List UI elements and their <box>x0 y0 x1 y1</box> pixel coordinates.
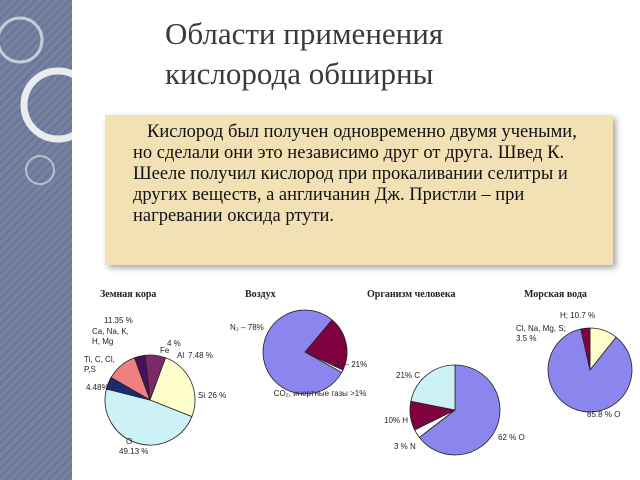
value-label: 7.48 % <box>188 351 213 360</box>
slice-label: Cl, Na, Mg, S; 3.5 % <box>516 324 566 343</box>
chart-title: Воздух <box>245 289 276 300</box>
slice-label: N₂ – 78% <box>230 323 264 332</box>
value-label: 26 % <box>208 391 227 400</box>
pie-slice <box>547 328 633 413</box>
slice-label: O₂ – 21% <box>333 360 368 369</box>
decor-circles <box>0 16 96 185</box>
pie-slice <box>105 376 151 401</box>
slice-label: CO₂, инертные газы >1% <box>273 389 367 398</box>
chart-title: Земная кора <box>100 289 157 300</box>
slice-label: Al <box>177 351 185 360</box>
slice-label: Ti, C, Cl, P,S <box>84 355 115 374</box>
value-label: 11.35 % <box>104 316 133 325</box>
chart-title: Морская вода <box>524 289 587 300</box>
chart-title: Организм человека <box>367 289 456 300</box>
slice-label: 85.8 % O <box>587 410 621 419</box>
pie-slice <box>149 357 196 418</box>
value-label: 4.48% <box>86 383 109 392</box>
pie-slice <box>304 319 348 371</box>
pie-slice <box>580 327 591 371</box>
slice-label: O <box>126 437 133 446</box>
pie-slice <box>104 388 193 446</box>
pie-slice <box>418 364 501 456</box>
pie-slice <box>262 309 343 395</box>
slice-label: 3 % N <box>394 442 416 451</box>
slice-label: 21% C <box>396 371 421 380</box>
slice-label: 62 % O <box>498 433 525 442</box>
pie-slice <box>410 364 456 411</box>
slice-label: Fe <box>160 346 170 355</box>
slice-label: 10% H <box>384 416 409 425</box>
value-label: 49.13 % <box>119 447 149 456</box>
text-box: Кислород был получен одновременно двумя … <box>105 115 613 265</box>
slice-label: Ca, Na, K, H, Mg <box>92 327 129 346</box>
slice-label: Si <box>198 391 206 400</box>
slide-title: Области применения кислорода обширны <box>165 16 444 91</box>
value-label: 4 % <box>167 339 181 348</box>
slice-label: H; 10.7 % <box>560 311 596 320</box>
body-text: Кислород был получен одновременно двумя … <box>133 122 577 226</box>
